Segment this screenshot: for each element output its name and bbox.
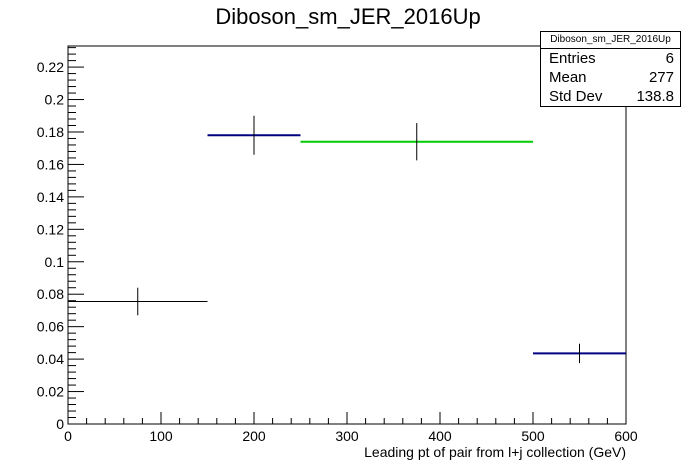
- y-axis: 0 0.02 0.04 0.06 0.08 0.1 0.12 0.14 0.16 0.18 0.2 0…: [37, 47, 84, 432]
- stats-row-mean: Mean 277: [541, 68, 680, 87]
- x-tick-label: 400: [428, 428, 452, 444]
- x-tick-label: 600: [614, 428, 638, 444]
- y-tick-label: 0.18: [37, 124, 64, 140]
- stats-row-stddev: Std Dev 138.8: [541, 87, 680, 106]
- histogram-bins: [68, 115, 626, 364]
- x-tick-label: 300: [335, 428, 359, 444]
- y-tick-label: 0.08: [37, 286, 64, 302]
- stats-value: 277: [648, 69, 674, 86]
- stats-box: Diboson_sm_JER_2016Up Entries 6 Mean 277…: [540, 31, 681, 107]
- histogram-bin: [533, 343, 626, 364]
- x-axis-label: Leading pt of pair from l+j collection (…: [364, 444, 626, 460]
- x-tick-label: 100: [149, 428, 173, 444]
- y-tick-label: 0: [56, 416, 64, 432]
- stats-row-entries: Entries 6: [541, 49, 680, 68]
- histogram-bin: [207, 115, 301, 155]
- stats-value: 6: [665, 50, 674, 67]
- x-axis: 0 100 200 300 400 500 600: [64, 412, 638, 444]
- x-tick-label: 0: [64, 428, 72, 444]
- stats-label: Mean: [549, 69, 587, 86]
- y-tick-label: 0.22: [37, 59, 64, 75]
- stats-title: Diboson_sm_JER_2016Up: [541, 32, 680, 49]
- stats-label: Entries: [549, 50, 596, 67]
- y-tick-label: 0.02: [37, 384, 64, 400]
- histogram-bin: [68, 287, 208, 316]
- y-tick-label: 0.16: [37, 156, 64, 172]
- y-tick-label: 0.14: [37, 189, 64, 205]
- chart-title: Diboson_sm_JER_2016Up: [215, 4, 480, 29]
- x-tick-label: 200: [242, 428, 266, 444]
- histogram-bin: [300, 123, 533, 161]
- stats-label: Std Dev: [549, 88, 603, 105]
- y-tick-label: 0.04: [37, 351, 64, 367]
- stats-value: 138.8: [636, 88, 674, 105]
- y-tick-label: 0.1: [45, 254, 65, 270]
- y-tick-label: 0.2: [45, 92, 65, 108]
- y-tick-label: 0.06: [37, 319, 64, 335]
- x-tick-label: 500: [521, 428, 545, 444]
- y-tick-label: 0.12: [37, 221, 64, 237]
